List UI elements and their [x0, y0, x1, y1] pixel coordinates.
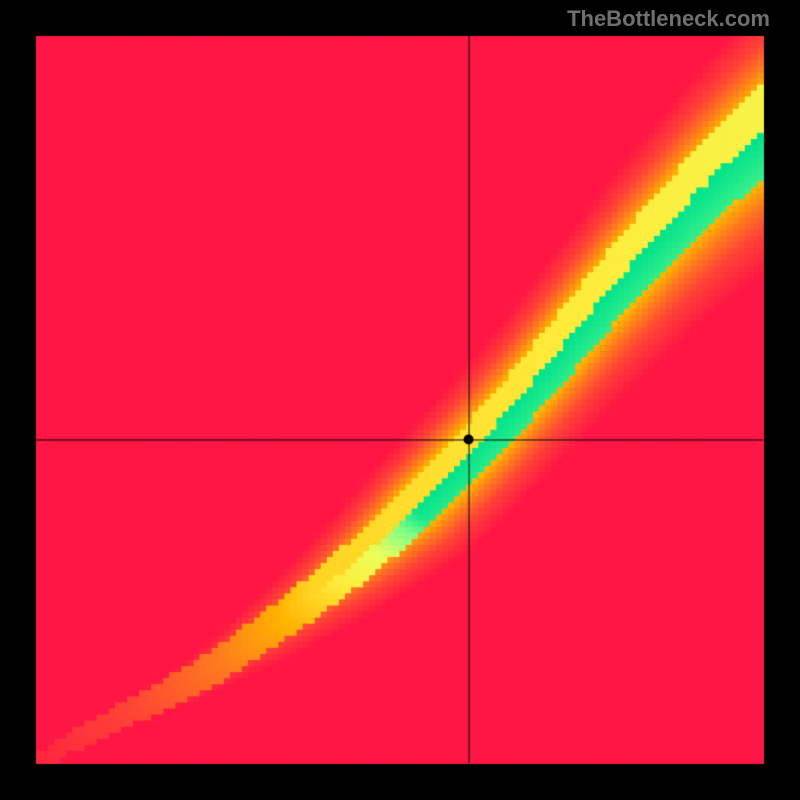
chart-container: TheBottleneck.com [0, 0, 800, 800]
watermark-label: TheBottleneck.com [567, 6, 770, 32]
bottleneck-heatmap [0, 0, 800, 800]
